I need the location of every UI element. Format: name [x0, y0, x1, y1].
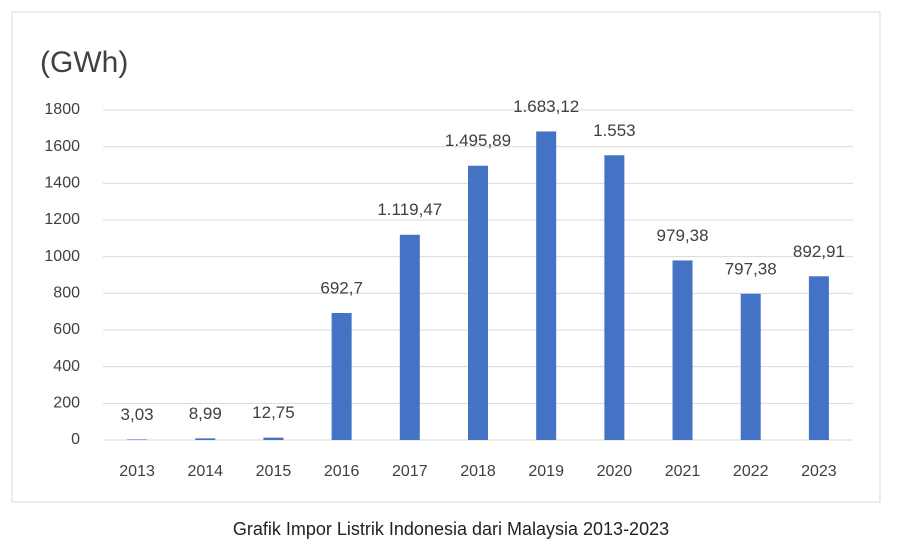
- x-tick-label: 2020: [597, 463, 633, 480]
- y-tick-label: 400: [53, 358, 80, 375]
- y-tick-label: 0: [71, 431, 80, 448]
- value-label: 3,03: [121, 405, 154, 424]
- x-tick-label: 2017: [392, 463, 428, 480]
- value-label: 1.495,89: [445, 131, 511, 150]
- bar: [195, 438, 216, 440]
- y-tick-label: 1600: [44, 138, 80, 155]
- value-label: 892,91: [793, 242, 845, 261]
- value-label: 12,75: [252, 403, 295, 422]
- bar: [263, 437, 284, 440]
- bar: [740, 293, 761, 440]
- value-label: 1.119,47: [377, 200, 442, 219]
- x-tick-label: 2019: [528, 463, 564, 480]
- value-label: 797,38: [725, 259, 777, 278]
- bar: [536, 131, 557, 441]
- caption: Grafik Impor Listrik Indonesia dari Mala…: [233, 519, 669, 539]
- bar: [672, 260, 693, 440]
- bar: [604, 155, 625, 441]
- y-tick-label: 1800: [44, 101, 80, 118]
- x-tick-label: 2014: [187, 463, 223, 480]
- y-tick-label: 1200: [44, 211, 80, 228]
- y-tick-label: 1400: [44, 175, 80, 192]
- bar: [127, 439, 148, 440]
- value-label: 1.683,12: [513, 97, 579, 116]
- x-tick-label: 2018: [460, 463, 496, 480]
- x-tick-label: 2015: [256, 463, 292, 480]
- y-tick-label: 1000: [44, 248, 80, 265]
- bar: [331, 313, 352, 440]
- bar: [399, 234, 420, 440]
- y-tick-label: 200: [53, 395, 80, 412]
- value-label: 8,99: [189, 404, 222, 423]
- y-axis-label: (GWh): [40, 46, 128, 79]
- x-tick-label: 2016: [324, 463, 360, 480]
- value-label: 692,7: [320, 278, 363, 297]
- y-tick-label: 600: [53, 321, 80, 338]
- x-tick-label: 2021: [665, 463, 701, 480]
- x-tick-label: 2022: [733, 463, 769, 480]
- y-tick-label: 800: [53, 285, 80, 302]
- bar: [468, 165, 488, 441]
- x-tick-label: 2013: [119, 463, 155, 480]
- bar: [808, 276, 829, 440]
- value-label: 1.553: [593, 121, 636, 140]
- value-label: 979,38: [657, 226, 709, 245]
- x-tick-label: 2023: [801, 463, 837, 480]
